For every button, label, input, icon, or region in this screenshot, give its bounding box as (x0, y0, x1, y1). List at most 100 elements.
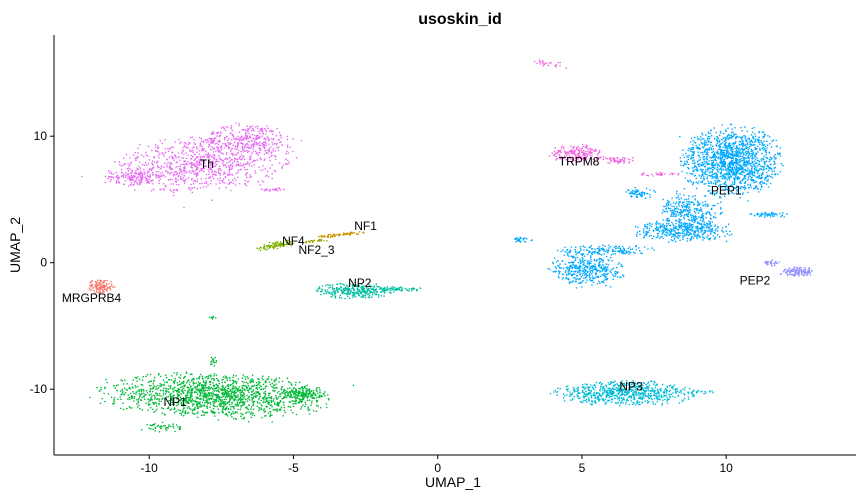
data-point (259, 384, 261, 387)
data-point (223, 147, 226, 149)
data-point (603, 400, 605, 402)
data-point (231, 153, 234, 155)
data-point (292, 242, 294, 245)
data-point (600, 385, 602, 388)
data-point (257, 377, 259, 380)
data-point (653, 390, 655, 393)
data-point (251, 400, 253, 402)
data-point (103, 392, 105, 395)
data-point (598, 400, 600, 402)
data-point (212, 173, 215, 175)
data-point (630, 397, 632, 399)
data-point (615, 394, 617, 397)
data-point (281, 386, 284, 388)
data-point (146, 170, 149, 173)
data-point (357, 288, 359, 290)
data-point (708, 390, 711, 393)
data-point (668, 390, 671, 393)
data-point (162, 407, 165, 410)
data-point (176, 371, 178, 374)
data-point (245, 150, 247, 152)
data-point (597, 156, 600, 159)
data-point (608, 396, 610, 398)
data-point (246, 389, 249, 391)
data-point (285, 239, 287, 241)
data-point (157, 384, 159, 387)
data-point (192, 164, 194, 166)
data-point (266, 249, 268, 251)
data-point (265, 406, 268, 408)
data-point (593, 393, 595, 396)
data-point (328, 287, 330, 289)
data-point (213, 390, 216, 392)
data-point (246, 394, 248, 397)
data-point (178, 138, 180, 141)
data-point (252, 397, 255, 400)
data-point (200, 169, 202, 171)
data-point (238, 386, 241, 388)
data-point (651, 173, 653, 176)
data-point (196, 386, 199, 388)
data-point (605, 157, 607, 159)
data-point (285, 158, 287, 160)
data-point (265, 400, 267, 403)
data-point (553, 391, 555, 393)
data-point (152, 423, 154, 426)
data-point (158, 394, 160, 397)
data-point (292, 405, 295, 408)
data-point (159, 188, 161, 191)
data-point (137, 147, 139, 150)
data-point (143, 164, 146, 167)
data-point (228, 179, 230, 181)
data-point (172, 425, 174, 427)
data-point (135, 179, 137, 182)
data-point (385, 289, 387, 292)
data-point (229, 165, 232, 167)
data-point (283, 390, 285, 392)
data-point (128, 165, 130, 167)
data-point (156, 398, 159, 400)
data-point (158, 400, 160, 402)
data-point (263, 137, 266, 139)
data-point (262, 401, 265, 403)
data-point (167, 162, 169, 164)
data-point (183, 163, 185, 166)
data-point (582, 156, 585, 159)
data-point (622, 398, 624, 400)
data-point (180, 412, 183, 414)
data-point (137, 176, 140, 178)
data-point (569, 391, 571, 393)
data-point (212, 393, 215, 395)
data-point (175, 373, 178, 376)
data-point (122, 176, 125, 179)
data-point (618, 384, 620, 387)
data-point (315, 394, 317, 397)
data-point (226, 173, 229, 175)
data-point (576, 394, 578, 396)
data-point (181, 410, 184, 413)
data-point (164, 162, 166, 164)
data-point (198, 390, 200, 392)
data-point (242, 164, 244, 166)
data-point (94, 284, 96, 286)
data-point (191, 389, 194, 392)
data-point (318, 387, 321, 389)
data-point (212, 130, 215, 133)
data-point (198, 150, 200, 152)
data-point (317, 239, 320, 242)
data-point (204, 377, 207, 379)
data-point (186, 164, 189, 166)
data-point (122, 175, 125, 177)
data-point (125, 171, 127, 174)
data-point (252, 150, 255, 153)
data-point (563, 155, 566, 157)
data-point (200, 137, 203, 140)
data-point (175, 181, 178, 183)
data-point (259, 144, 262, 147)
data-point (170, 408, 173, 411)
data-point (190, 400, 192, 403)
data-point (329, 233, 331, 236)
data-point (176, 189, 179, 192)
data-point (216, 386, 219, 388)
data-point (777, 153, 780, 156)
